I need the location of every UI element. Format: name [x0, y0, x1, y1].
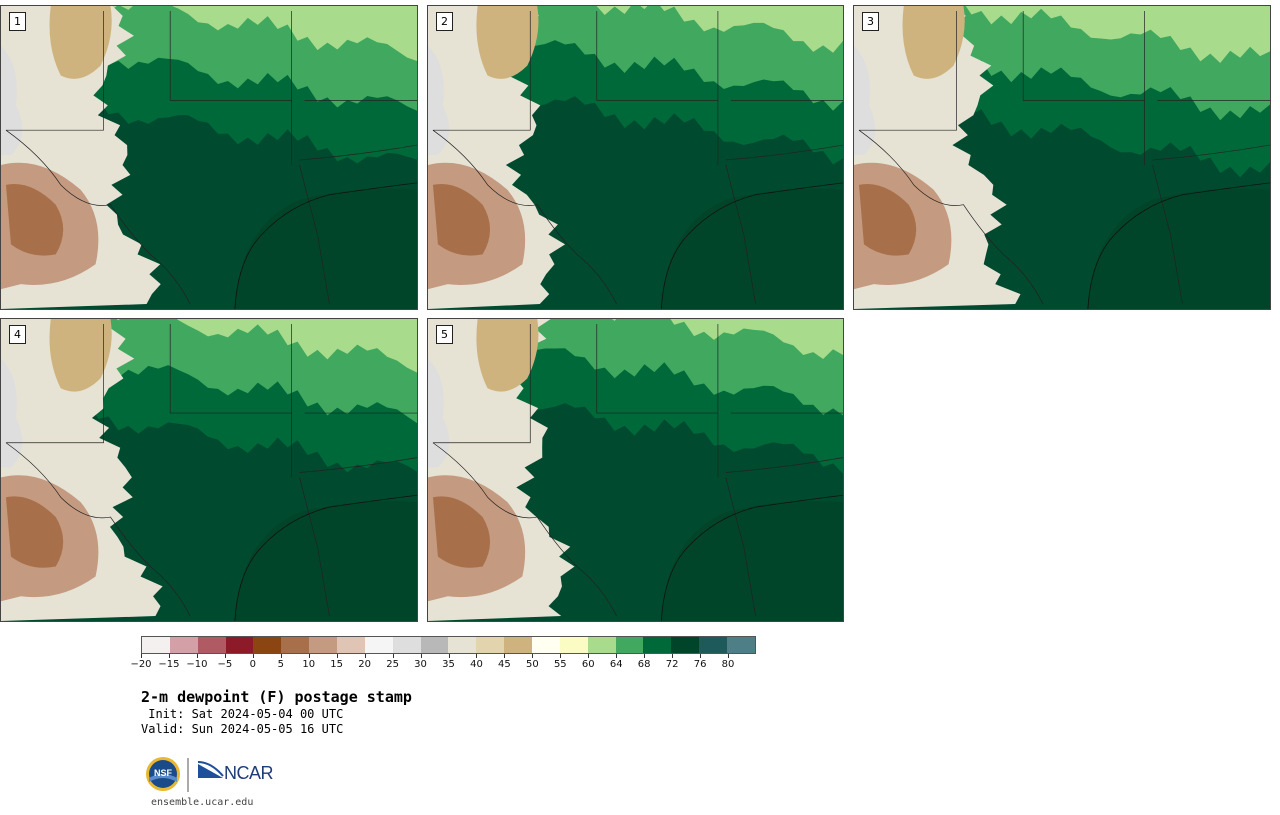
panel-member-4: 4 — [0, 318, 418, 622]
colorbar-segment — [559, 637, 588, 653]
panel-label: 2 — [436, 12, 453, 31]
colorbar-segment — [253, 637, 282, 653]
colorbar-tick-label: 72 — [665, 659, 679, 670]
colorbar-tick-label: 76 — [693, 659, 707, 670]
colorbar-segment — [504, 637, 533, 653]
colorbar-tick-label: 60 — [581, 659, 595, 670]
valid-time: Valid: Sun 2024-05-05 16 UTC — [141, 722, 344, 736]
ncar-logo-icon — [197, 761, 224, 778]
nsf-logo-text: NSF — [154, 768, 172, 778]
colorbar-segment — [225, 637, 254, 653]
website-label: ensemble.ucar.edu — [151, 797, 254, 808]
colorbar-tick-label: −20 — [130, 659, 152, 670]
colorbar-segment — [587, 637, 616, 653]
colorbar-segment — [142, 637, 170, 653]
colorbar-segment — [643, 637, 672, 653]
panel-label: 4 — [9, 325, 26, 344]
colorbar-segment — [420, 637, 449, 653]
colorbar-tick — [476, 654, 478, 658]
colorbar-tick — [420, 654, 422, 658]
colorbar-tick — [448, 654, 450, 658]
colorbar-segment — [337, 637, 365, 653]
colorbar-segment — [476, 637, 505, 653]
panel-label: 1 — [9, 12, 26, 31]
colorbar-segment — [169, 637, 198, 653]
colorbar-tick-label: 50 — [525, 659, 539, 670]
panel-member-5: 5 — [427, 318, 844, 622]
colorbar-tick-label: 64 — [609, 659, 623, 670]
plot-title: 2-m dewpoint (F) postage stamp — [141, 688, 412, 706]
colorbar-tick-label: −5 — [217, 659, 233, 670]
colorbar-tick — [560, 654, 562, 658]
colorbar-segment — [448, 637, 477, 653]
dewpoint-map-4 — [1, 319, 417, 621]
colorbar-tick — [308, 654, 310, 658]
dewpoint-map-3 — [854, 6, 1270, 309]
dewpoint-map-1 — [1, 6, 417, 309]
colorbar-tick-label: 45 — [498, 659, 511, 670]
panel-member-1: 1 — [0, 5, 418, 310]
colorbar-segment — [615, 637, 644, 653]
colorbar-tick — [336, 654, 338, 658]
colorbar-segment — [309, 637, 338, 653]
colorbar-segment — [281, 637, 310, 653]
colorbar-segment — [364, 637, 393, 653]
colorbar-tick — [644, 654, 646, 658]
colorbar-tick-label: 68 — [637, 659, 651, 670]
colorbar-tick-label: 15 — [330, 659, 344, 670]
colorbar-tick-label: 55 — [553, 659, 567, 670]
colorbar-tick — [392, 654, 394, 658]
colorbar-tick-label: 30 — [414, 659, 427, 670]
colorbar-segment — [197, 637, 226, 653]
panel-label: 3 — [862, 12, 879, 31]
nsf-ncar-logo — [146, 757, 224, 792]
colorbar-tick-label: 40 — [470, 659, 483, 670]
colorbar-tick-label: 20 — [358, 659, 371, 670]
colorbar-ticks: −20 −15 −10 −5 0 5 10 15 20 25 30 35 40 45 50 55 60 64 68 7… — [130, 654, 756, 676]
colorbar-tick-label: −15 — [158, 659, 180, 670]
ncar-logo-text: NCAR — [224, 763, 274, 783]
colorbar-tick-label: −10 — [186, 659, 208, 670]
colorbar-tick — [616, 654, 618, 658]
colorbar-tick — [280, 654, 282, 658]
colorbar-tick-label: 0 — [249, 659, 256, 670]
colorbar-tick — [728, 654, 730, 658]
colorbar-tick — [588, 654, 590, 658]
colorbar-tick — [224, 654, 226, 658]
colorbar-tick — [364, 654, 366, 658]
colorbar-tick-label: 35 — [442, 659, 455, 670]
dewpoint-map-2 — [428, 6, 843, 309]
colorbar-tick-label: 10 — [302, 659, 316, 670]
colorbar-tick-label: 80 — [721, 659, 735, 670]
colorbar-segment — [699, 637, 728, 653]
colorbar-segment — [392, 637, 421, 653]
colorbar-tick — [700, 654, 702, 658]
colorbar-tick — [141, 654, 142, 658]
colorbar-segment — [727, 637, 755, 653]
dewpoint-map-5 — [428, 319, 843, 621]
colorbar-tick — [252, 654, 254, 658]
nsf-logo-icon — [146, 757, 180, 791]
colorbar-tick — [672, 654, 674, 658]
colorbar-tick-label: 5 — [277, 659, 284, 670]
colorbar — [141, 636, 756, 654]
colorbar-tick — [532, 654, 534, 658]
colorbar-segment — [532, 637, 560, 653]
colorbar-segment — [671, 637, 700, 653]
panel-member-3: 3 — [853, 5, 1271, 310]
panel-member-2: 2 — [427, 5, 844, 310]
init-time: Init: Sat 2024-05-04 00 UTC — [141, 707, 344, 721]
panel-label: 5 — [436, 325, 453, 344]
colorbar-tick-label: 25 — [386, 659, 399, 670]
colorbar-tick — [504, 654, 506, 658]
colorbar-tick — [196, 654, 198, 658]
colorbar-tick — [168, 654, 170, 658]
